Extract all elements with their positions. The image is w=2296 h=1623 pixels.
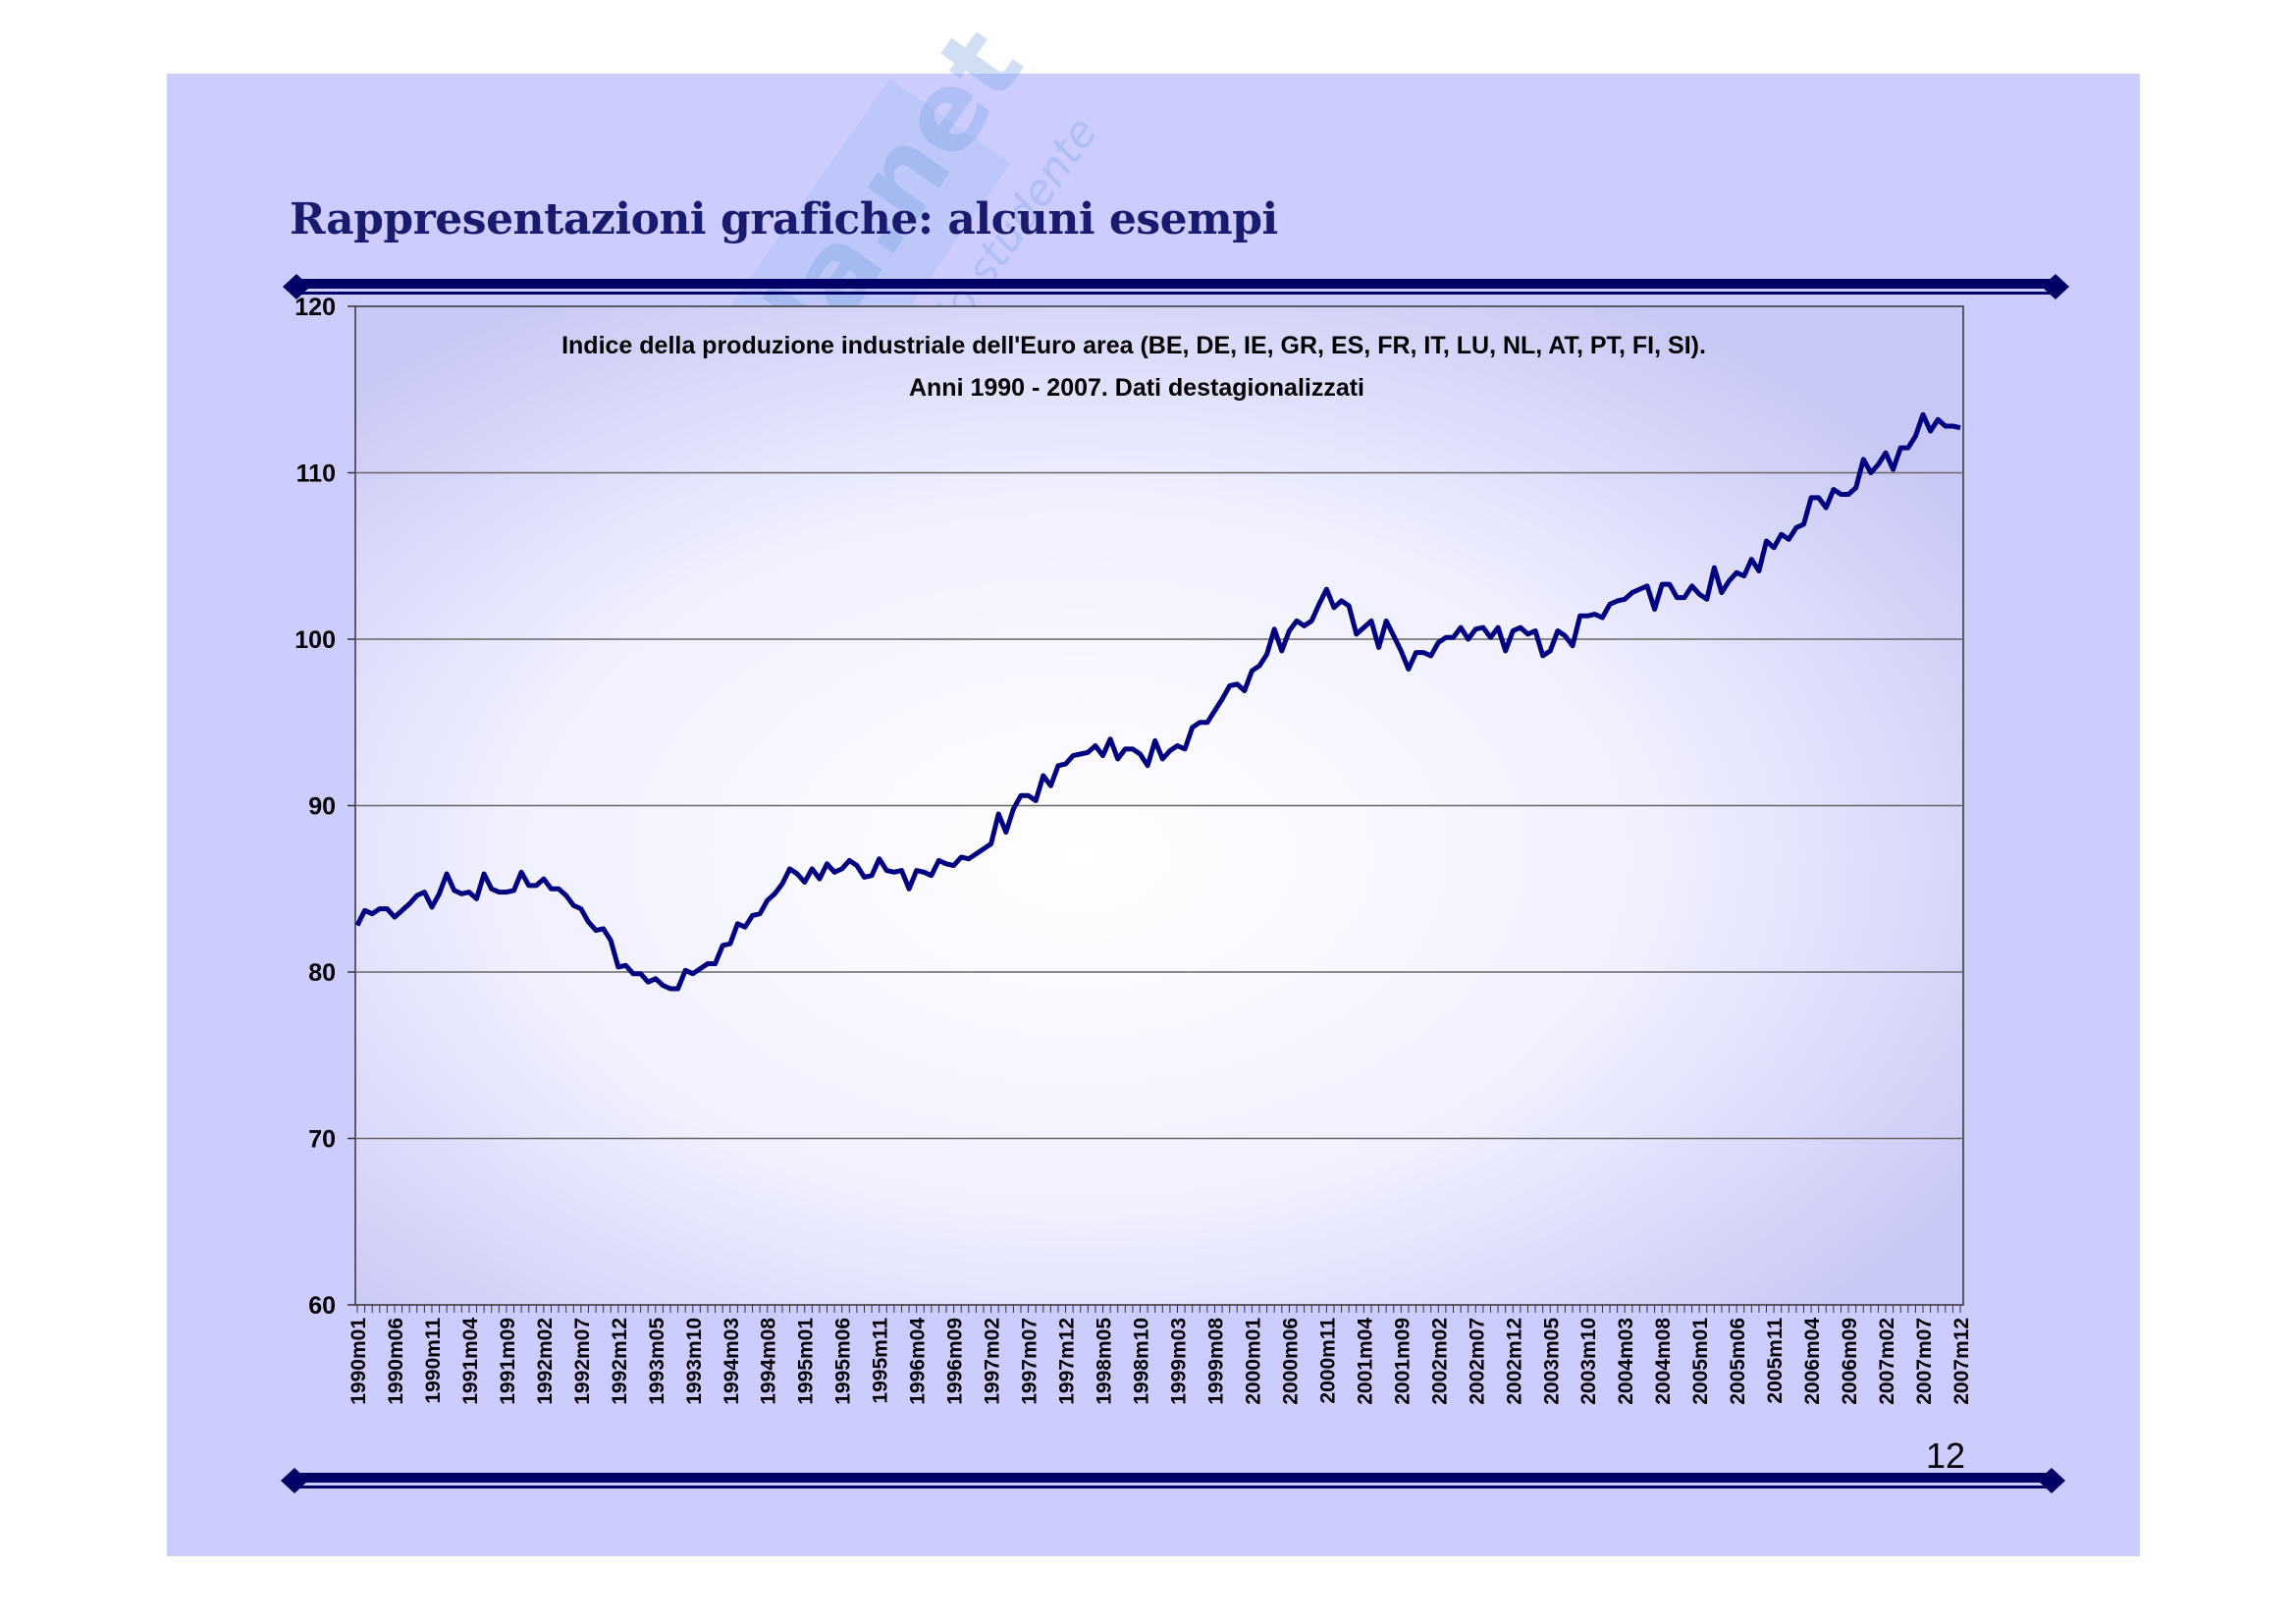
x-tick-label: 1993m05 [646, 1318, 668, 1405]
x-tick-label: 2004m08 [1652, 1318, 1675, 1405]
x-tick-label: 1998m10 [1131, 1318, 1153, 1405]
x-tick-label: 1996m09 [944, 1318, 967, 1405]
x-tick-label: 2007m07 [1913, 1318, 1936, 1405]
x-tick-label: 1995m01 [795, 1318, 818, 1405]
y-axis: 60 70 80 90 100 110 120 [294, 294, 355, 1320]
x-tick-label: 2000m01 [1242, 1318, 1264, 1405]
x-tick-label: 2003m10 [1577, 1318, 1600, 1405]
x-tick-label: 1999m03 [1167, 1318, 1190, 1405]
x-tick-label: 1997m12 [1056, 1318, 1079, 1405]
diamond-left-icon [281, 1468, 308, 1493]
x-tick-label: 2002m07 [1466, 1318, 1488, 1405]
y-tick-label: 70 [308, 1126, 336, 1154]
x-tick-label: 1991m04 [459, 1318, 482, 1405]
x-tick-label: 1992m07 [571, 1318, 594, 1405]
x-tick-label: 2000m06 [1279, 1318, 1302, 1405]
x-tick-label: 1993m10 [683, 1318, 706, 1405]
x-tick-label: 1994m08 [758, 1318, 780, 1405]
gridlines [355, 471, 1963, 1140]
x-tick-label: 1991m09 [497, 1318, 519, 1405]
y-tick-label: 80 [308, 959, 336, 987]
x-tick-label: 1994m03 [721, 1318, 743, 1405]
x-tick-label: 1992m12 [609, 1318, 631, 1405]
x-tick-label: 2004m03 [1615, 1318, 1637, 1405]
x-tick-label: 1999m08 [1204, 1318, 1227, 1405]
x-tick-label: 1997m02 [982, 1318, 1004, 1405]
x-tick-label: 2007m12 [1950, 1318, 1973, 1405]
top-rule [283, 274, 2069, 299]
page-number: 12 [1926, 1435, 1966, 1476]
x-tick-label: 1997m07 [1019, 1318, 1041, 1405]
x-tick-label: 1990m01 [347, 1318, 370, 1405]
x-tick-label: 2003m05 [1540, 1318, 1563, 1405]
x-tick-label: 2001m04 [1354, 1318, 1376, 1405]
y-tick-label: 90 [308, 793, 336, 821]
x-tick-label: 1992m02 [534, 1318, 557, 1405]
x-tick-label: 2005m01 [1689, 1318, 1712, 1405]
x-tick-label: 2006m09 [1839, 1318, 1861, 1405]
x-tick-label: 2005m06 [1727, 1318, 1749, 1405]
x-tick-label: 2006m04 [1801, 1318, 1824, 1405]
y-tick-label: 110 [296, 460, 336, 488]
chart-subtitle: Anni 1990 - 2007. Dati destagionalizzati [909, 374, 1364, 402]
chart-title: Indice della produzione industriale dell… [561, 332, 1706, 359]
series-line [354, 411, 1961, 992]
x-tick-label: 1996m04 [907, 1318, 930, 1405]
x-tick-label: 1990m06 [385, 1318, 407, 1405]
x-tick-label: 2002m12 [1503, 1318, 1525, 1405]
diamond-right-icon [2042, 274, 2069, 299]
slide-title: Rappresentazioni grafiche: alcuni esempi [290, 194, 1278, 244]
x-tick-label: 1990m11 [422, 1318, 445, 1404]
y-tick-label: 60 [308, 1292, 336, 1320]
x-tick-label: 1995m11 [870, 1318, 892, 1404]
series-points [356, 414, 1961, 990]
x-tick-label: 1995m06 [832, 1318, 855, 1405]
y-tick-label: 120 [294, 294, 336, 321]
x-tick-label: 2005m11 [1764, 1318, 1787, 1404]
x-tick-label: 2007m02 [1876, 1318, 1898, 1405]
bottom-rule [281, 1468, 2065, 1493]
x-tick-label: 2002m02 [1428, 1318, 1451, 1405]
x-tick-label: 1998m05 [1094, 1318, 1116, 1405]
x-tick-label: 2001m09 [1391, 1318, 1414, 1405]
diamond-right-icon [2038, 1468, 2065, 1493]
x-tick-label: 2000m11 [1316, 1318, 1339, 1404]
x-axis: 1990m01 1990m06 1990m11 1991m04 1991m09 1992m… [347, 1305, 1973, 1405]
diamond-left-icon [283, 274, 310, 299]
y-tick-label: 100 [294, 626, 336, 654]
